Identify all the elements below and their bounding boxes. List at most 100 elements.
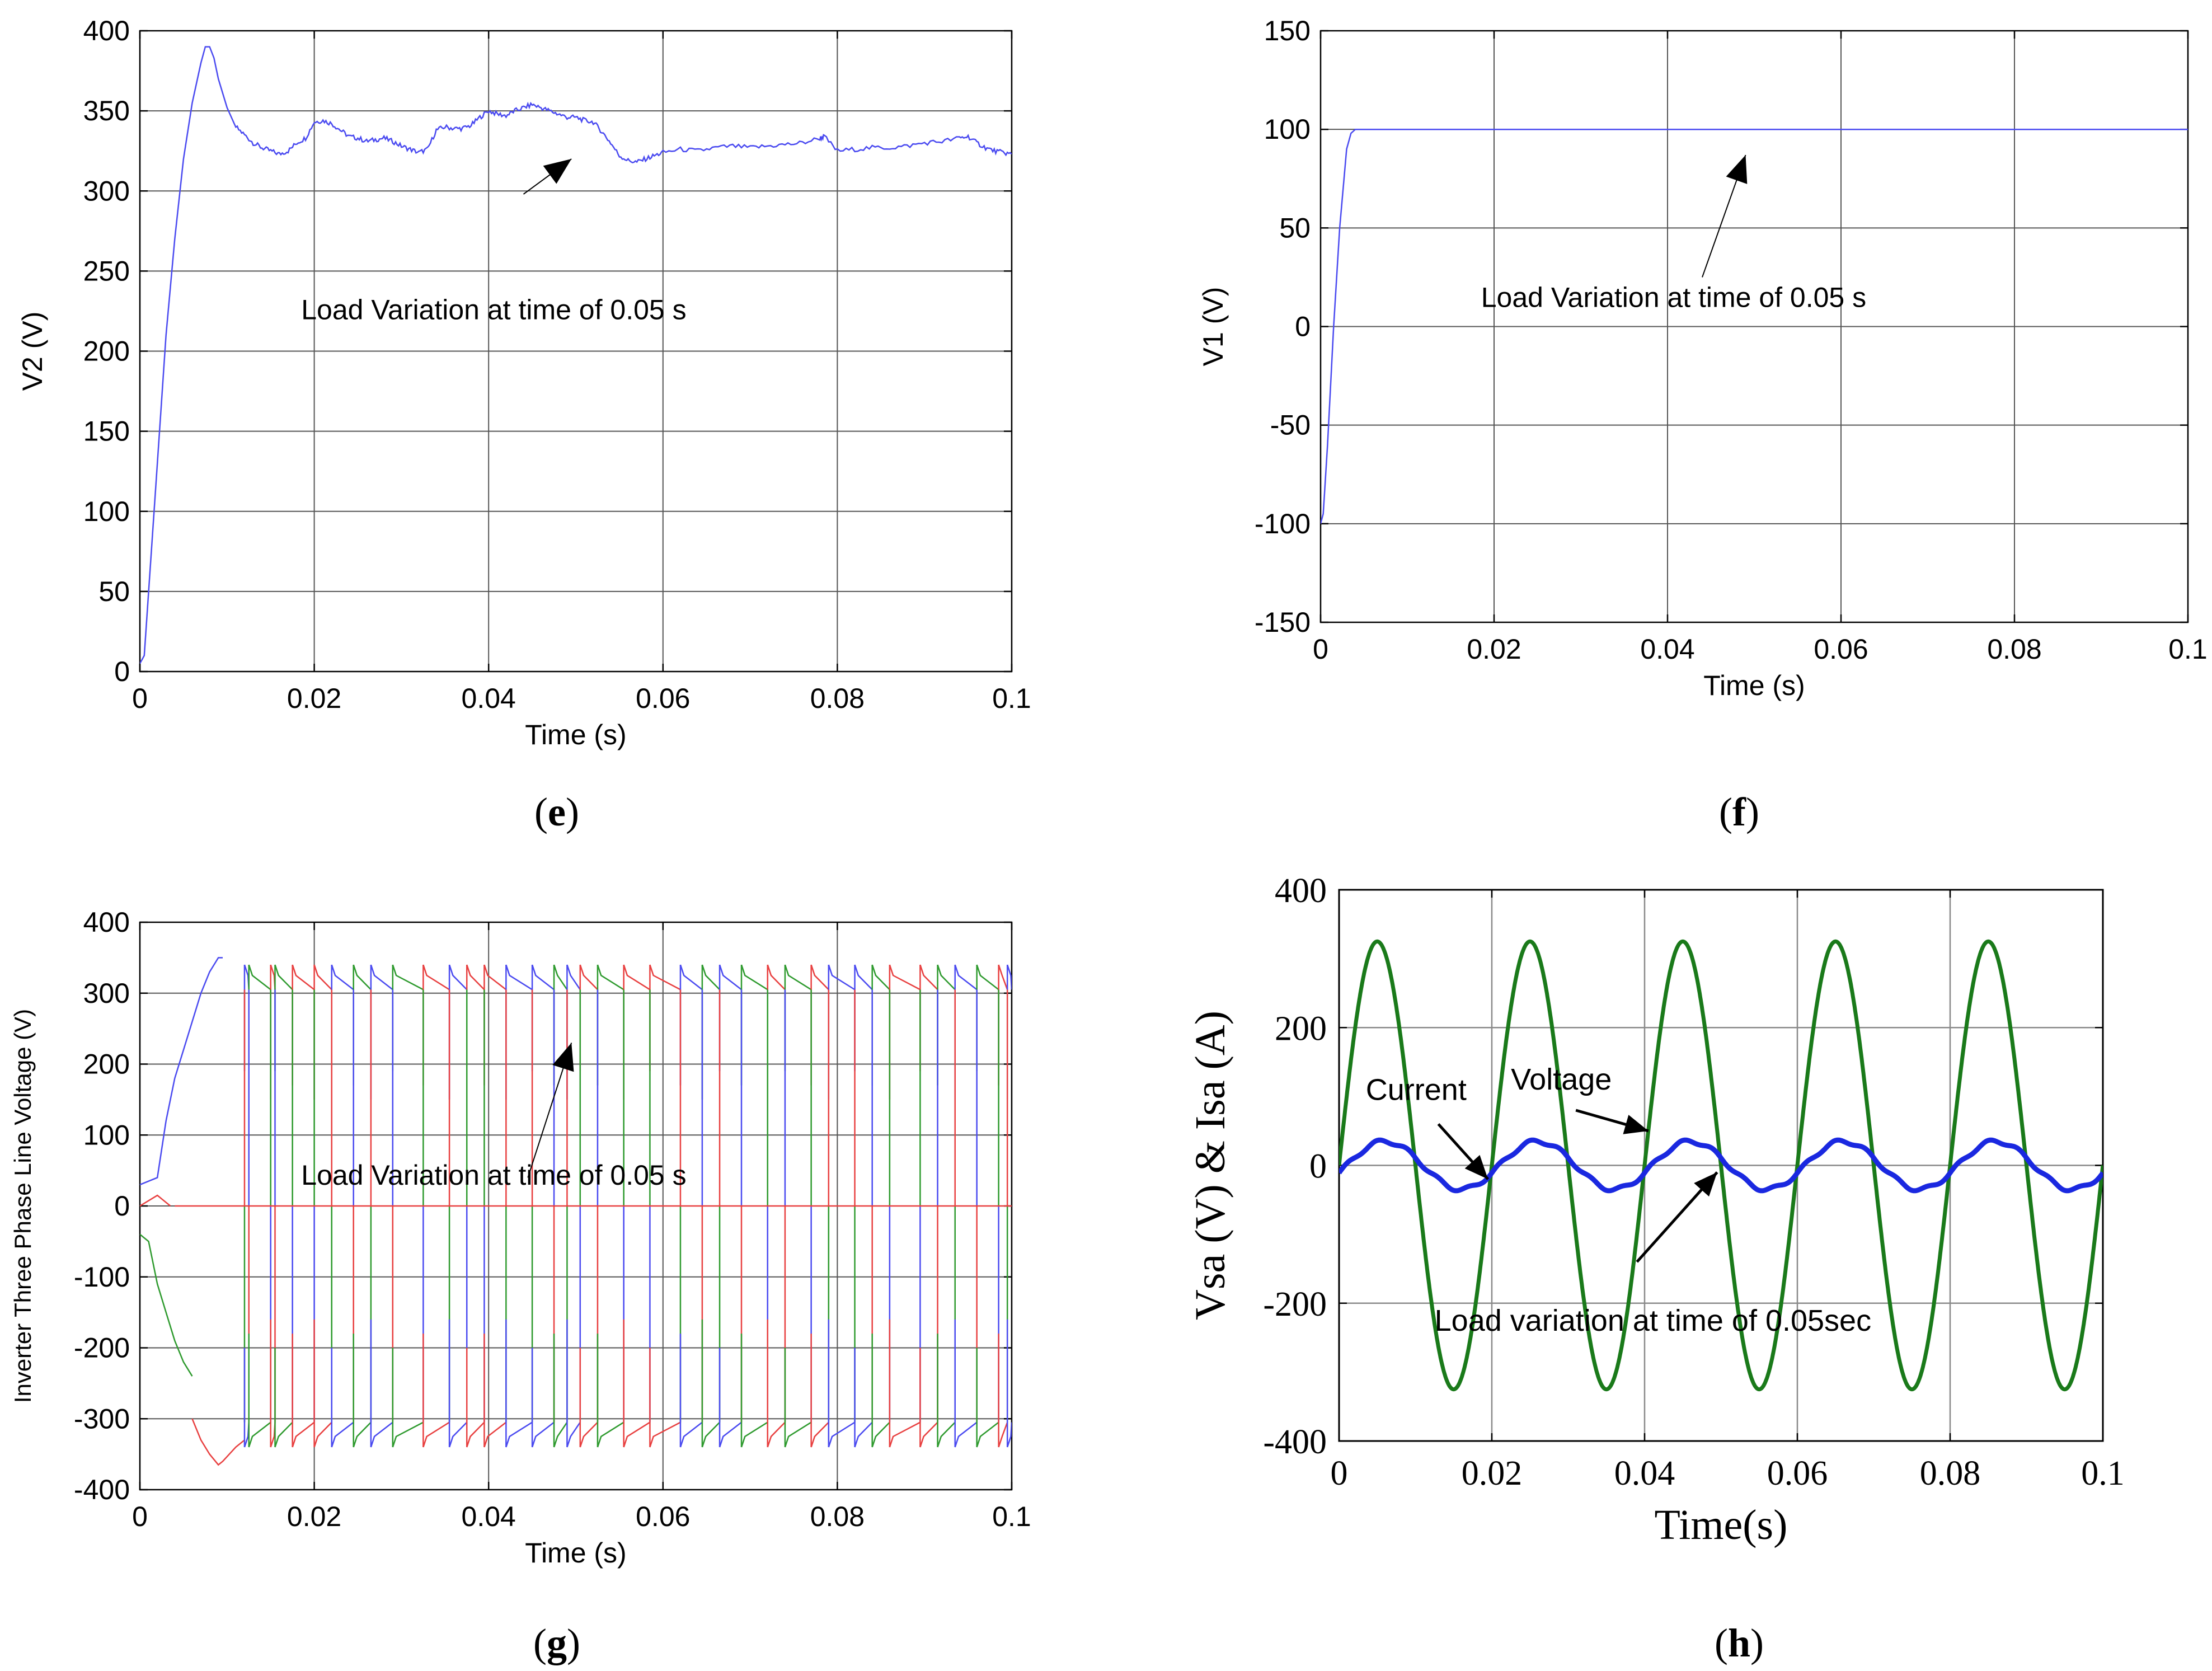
y-tick-label: -100 <box>74 1261 130 1293</box>
y-tick-label: 0 <box>1309 1148 1327 1186</box>
pulse-top <box>976 964 999 991</box>
annotation-text: Load Variation at time of 0.05 s <box>301 294 686 325</box>
pulse-top <box>679 964 703 991</box>
x-tick-label: 0.04 <box>1614 1454 1675 1492</box>
pulse-bottom <box>937 1421 956 1448</box>
annotation-text: Load Variation at time of 0.05 s <box>301 1160 686 1191</box>
x-tick-label: 0.1 <box>2081 1454 2125 1492</box>
annotation-text: Load variation at time of 0.05sec <box>1435 1304 1871 1337</box>
panel-caption-h: (h) <box>1715 1621 1764 1665</box>
y-tick-label: 200 <box>83 1049 130 1080</box>
y-tick-label: 250 <box>83 255 130 287</box>
pulse-bottom <box>248 1421 271 1448</box>
pulse-bottom <box>828 1421 856 1448</box>
pulse-top <box>579 964 598 991</box>
panel-caption-g: (g) <box>533 1621 580 1665</box>
pulse-bottom <box>370 1421 393 1448</box>
y-tick-label: 100 <box>83 1119 130 1151</box>
pulse-top <box>292 964 315 991</box>
pulse-bottom <box>553 1421 568 1448</box>
y-tick-label: 400 <box>1275 872 1327 910</box>
pulse-bottom <box>466 1421 485 1448</box>
pulse-top <box>422 964 450 991</box>
pulse-bottom <box>740 1421 768 1448</box>
x-axis-label: Time(s) <box>1655 1501 1788 1548</box>
pulse-bottom <box>718 1421 742 1448</box>
tick-marks <box>139 30 1013 673</box>
annotation-arrow-head <box>1623 1115 1649 1134</box>
pulse-bottom <box>679 1421 703 1448</box>
startup-blue <box>140 957 223 1186</box>
pulse-bottom <box>919 1421 938 1448</box>
x-tick-label: 0 <box>132 683 148 714</box>
chart-panel-e: 0 0.02 0.04 0.06 0.08 0.1 0 50 100 150 200 250 300 35… <box>17 15 1031 750</box>
pulse-bottom <box>483 1421 507 1448</box>
pulse-top <box>649 964 681 991</box>
x-tick-label: 0.06 <box>1814 633 1868 665</box>
x-tick-label: 0.04 <box>462 683 516 714</box>
pulse-top <box>701 964 720 991</box>
pulse-top <box>331 964 354 991</box>
pulse-bottom <box>313 1421 332 1448</box>
pulse-bottom <box>531 1421 555 1448</box>
startup-red <box>191 1418 245 1466</box>
x-tick-label: 0.02 <box>287 1501 341 1532</box>
pulse-top <box>483 964 507 991</box>
x-tick-label: 0.1 <box>2168 633 2208 665</box>
annotation-arrow-head <box>1694 1172 1717 1197</box>
pulse-top <box>448 964 468 991</box>
annotation-text: Load Variation at time of 0.05 s <box>1481 281 1866 313</box>
pulse-bottom <box>701 1421 720 1448</box>
grid-lines <box>140 31 1012 672</box>
plot-area <box>1339 939 2103 1392</box>
y-tick-label: 100 <box>83 496 130 527</box>
panel-caption-e: (e) <box>534 790 579 834</box>
pulse-bottom <box>854 1421 873 1448</box>
x-tick-label: 0.02 <box>1462 1454 1523 1492</box>
x-tick-label: 0.04 <box>1640 633 1694 665</box>
chart-panel-f: 0 0.02 0.04 0.06 0.08 0.1 -150 -100 -50 0 50 100 150… <box>1197 15 2208 701</box>
y-tick-label: 100 <box>1264 114 1311 145</box>
pulse-top <box>784 964 812 991</box>
y-tick-label: -200 <box>1263 1285 1327 1323</box>
pulse-top <box>313 964 332 991</box>
y-tick-label: 0 <box>1295 311 1311 342</box>
y-tick-label: 200 <box>83 336 130 367</box>
pulse-bottom <box>623 1421 651 1448</box>
annotation-arrow-head <box>1726 154 1748 184</box>
pulse-bottom <box>448 1421 468 1448</box>
x-tick-label: 0.1 <box>992 683 1031 714</box>
pulse-bottom <box>353 1421 372 1448</box>
chart-panel-h: 0 0.02 0.04 0.06 0.08 0.1 -400 -200 0 200 400 Time(… <box>1187 872 2125 1548</box>
grid-lines <box>1321 31 2188 622</box>
pulse-bottom <box>579 1421 598 1448</box>
annotation-arrow-head <box>552 1043 574 1072</box>
plot-area <box>140 957 1012 1466</box>
pulse-top <box>353 964 372 991</box>
y-tick-label: -100 <box>1255 508 1311 539</box>
pulse-top <box>828 964 856 991</box>
x-tick-label: 0.04 <box>462 1501 516 1532</box>
pulse-bottom <box>810 1421 829 1448</box>
annotation-text: Voltage <box>1511 1063 1612 1096</box>
pulse-top <box>566 964 581 991</box>
y-tick-label: -400 <box>1263 1423 1327 1461</box>
y-tick-label: -200 <box>74 1332 130 1364</box>
pulse-top <box>370 964 393 991</box>
pulse-top <box>919 964 938 991</box>
pulse-bottom <box>649 1421 681 1448</box>
plot-area <box>140 46 1012 664</box>
pulse-top <box>767 964 786 991</box>
y-tick-label: 350 <box>83 95 130 126</box>
pulse-top <box>937 964 956 991</box>
pulse-bottom <box>566 1421 581 1448</box>
y-tick-label: -50 <box>1270 410 1311 441</box>
y-tick-label: 400 <box>83 15 130 46</box>
panel-caption-f: (f) <box>1719 790 1759 834</box>
pulse-bottom <box>274 1421 293 1448</box>
pulse-bottom <box>889 1421 921 1448</box>
annotation-arrow-head <box>543 159 572 184</box>
pulse-top <box>392 964 424 991</box>
pulse-top <box>531 964 555 991</box>
y-axis-label: V2 (V) <box>17 312 48 391</box>
